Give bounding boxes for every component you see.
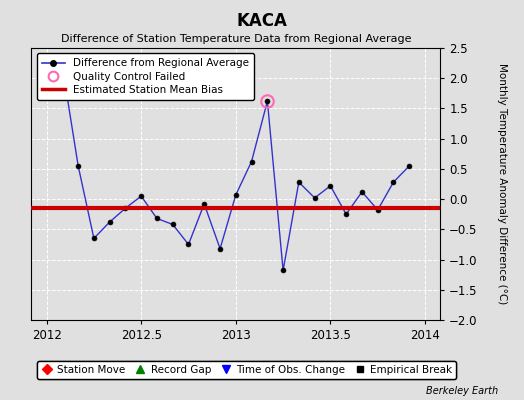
Text: Berkeley Earth: Berkeley Earth bbox=[425, 386, 498, 396]
Text: KACA: KACA bbox=[236, 12, 288, 30]
Y-axis label: Monthly Temperature Anomaly Difference (°C): Monthly Temperature Anomaly Difference (… bbox=[497, 63, 507, 305]
Title: Difference of Station Temperature Data from Regional Average: Difference of Station Temperature Data f… bbox=[61, 34, 411, 44]
Legend: Station Move, Record Gap, Time of Obs. Change, Empirical Break: Station Move, Record Gap, Time of Obs. C… bbox=[37, 360, 456, 379]
